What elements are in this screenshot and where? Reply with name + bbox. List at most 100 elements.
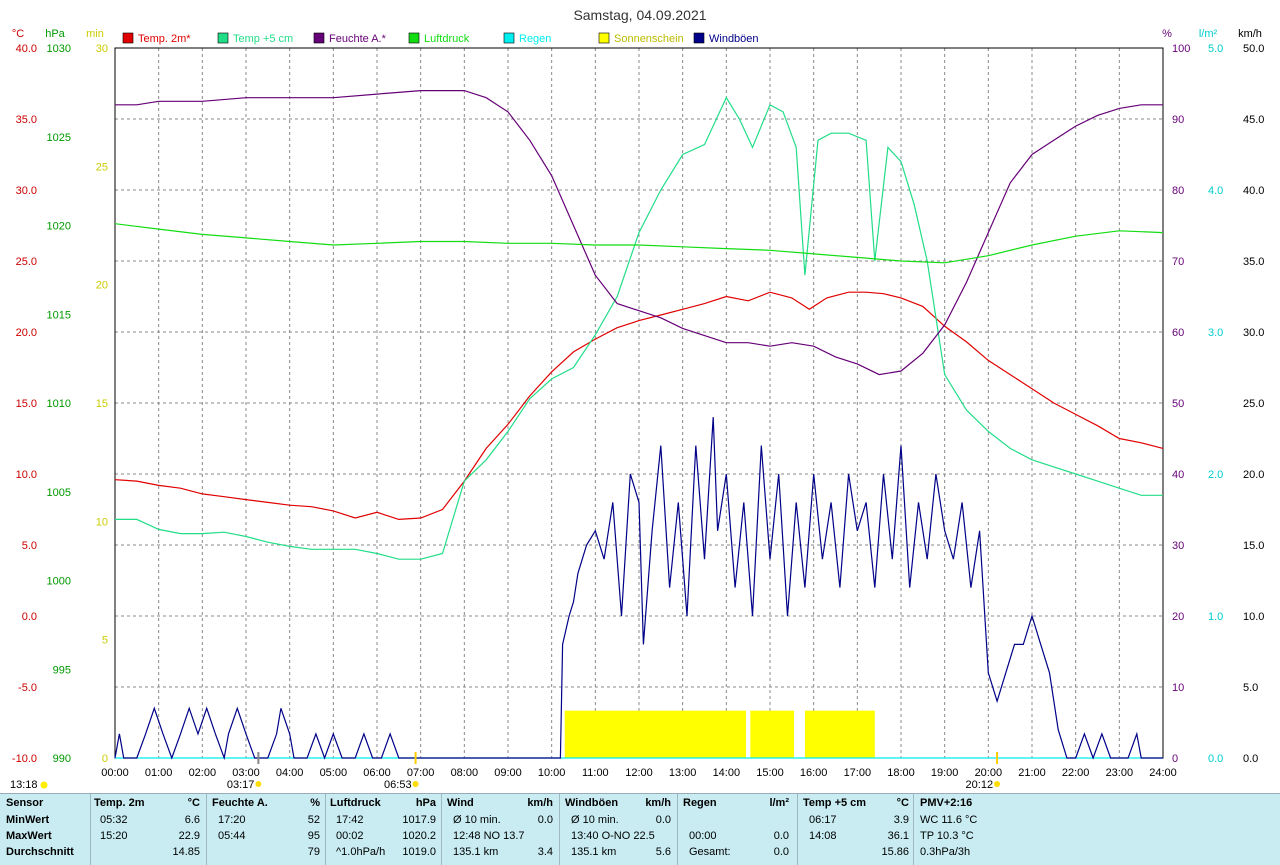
pressure-line <box>114 223 1164 264</box>
rain-tick-label: 2.0 <box>1208 469 1223 481</box>
celsius-tick-label: 25.0 <box>16 256 37 268</box>
stats-value: 0.0 <box>655 814 671 826</box>
min-tick-label: 30 <box>96 43 108 55</box>
time-tick-label: 24:00 <box>1149 767 1177 779</box>
legend-swatch <box>693 32 705 44</box>
time-tick-label: 18:00 <box>887 767 915 779</box>
legend-label: Temp. 2m* <box>138 33 191 45</box>
chart-lines <box>114 89 1164 761</box>
legend-swatch <box>217 32 229 44</box>
percent-tick-label: 50 <box>1172 398 1184 410</box>
kmh-tick-label: 25.0 <box>1243 398 1264 410</box>
stats-header: Sensor <box>6 797 44 809</box>
celsius-tick-label: 40.0 <box>16 43 37 55</box>
axis-unit-labels: °C hPa min% l/m² km/h <box>12 28 1262 40</box>
rain-tick-label: 3.0 <box>1208 327 1223 339</box>
stats-time: 05:44 <box>218 830 246 842</box>
stats-header: Wind <box>447 797 474 809</box>
hpa-tick-label: 1020 <box>47 221 71 233</box>
time-tick-label: 10:00 <box>538 767 566 779</box>
kmh-tick-label: 50.0 <box>1243 43 1264 55</box>
temp-5cm-line <box>115 96 1163 560</box>
time-tick-label: 17:00 <box>844 767 872 779</box>
stats-value: 22.9 <box>178 830 200 842</box>
time-tick-label: 07:00 <box>407 767 435 779</box>
time-tick-label: 05:00 <box>320 767 348 779</box>
chart-legend: Temp. 2m* Temp +5 cm Feuchte A.* Luftdruck R… <box>122 32 759 45</box>
sunrise-time: 06:53 <box>384 779 412 791</box>
time-tick-label: 21:00 <box>1018 767 1046 779</box>
stats-time: 13:40 O-NO 22.5 <box>571 830 655 842</box>
stats-time: ^1.0hPa/h <box>336 846 386 858</box>
moon-icon <box>40 781 48 789</box>
time-tick-label: 23:00 <box>1106 767 1134 779</box>
stats-header: Temp. 2m <box>94 797 145 809</box>
stats-unit: km/h <box>645 797 671 809</box>
stats-time: 14:08 <box>809 830 837 842</box>
rain-tick-label: 5.0 <box>1208 43 1223 55</box>
min-axis-label: min <box>86 28 104 40</box>
hpa-tick-label: 1010 <box>47 398 71 410</box>
celsius-tick-label: 10.0 <box>16 469 37 481</box>
stats-value: 95 <box>307 830 320 842</box>
min-tick-label: 25 <box>96 161 108 173</box>
chart-title: Samstag, 04.09.2021 <box>573 7 706 23</box>
legend-swatch <box>313 32 325 44</box>
time-tick-label: 19:00 <box>931 767 959 779</box>
stats-value: 5.6 <box>655 846 671 858</box>
legend-label: Windböen <box>709 33 759 45</box>
percent-tick-label: 40 <box>1172 469 1184 481</box>
stats-value: 1017.9 <box>402 814 436 826</box>
time-tick-label: 12:00 <box>625 767 653 779</box>
moonrise-time: 03:17 <box>227 779 255 791</box>
stats-header: Temp +5 cm <box>803 797 867 809</box>
stats-value <box>683 814 789 830</box>
stats-row-label: MaxWert <box>6 830 52 842</box>
stats-unit: km/h <box>527 797 553 809</box>
stats-wind: Wind km/h Ø 10 min. 0.0 12:48 NO 13.7 135.1 k… <box>447 794 553 865</box>
min-tick-label: 20 <box>96 280 108 292</box>
astro-icon <box>255 781 262 787</box>
kmh-tick-label: 15.0 <box>1243 540 1264 552</box>
stats-value <box>565 830 671 846</box>
stats-header: Feuchte A. <box>212 797 268 809</box>
stats-header: Regen <box>683 797 717 809</box>
celsius-axis-label: °C <box>12 28 24 40</box>
min-tick-label: 5 <box>102 635 108 647</box>
percent-tick-label: 60 <box>1172 327 1184 339</box>
axis-ticks: 40.0 35.0 30.0 25.0 20.0 15.0 10.0 5.0 0.0 -5.0 -1… <box>12 43 1265 779</box>
stats-rain: Regen l/m² 00:00 0.0 Gesamt: 0.0 <box>683 794 789 865</box>
percent-tick-label: 90 <box>1172 114 1184 126</box>
rain-tick-label: 4.0 <box>1208 185 1223 197</box>
celsius-tick-label: -5.0 <box>18 682 37 694</box>
min-tick-label: 15 <box>96 398 108 410</box>
percent-tick-label: 30 <box>1172 540 1184 552</box>
kmh-axis-label: km/h <box>1238 28 1262 40</box>
sunshine-bars <box>564 710 875 758</box>
temp-2m-line <box>114 291 1164 521</box>
kmh-tick-label: 0.0 <box>1243 753 1258 765</box>
stats-time: 17:20 <box>218 814 246 826</box>
stats-value: 15.86 <box>881 846 909 858</box>
time-tick-label: 08:00 <box>451 767 479 779</box>
min-tick-label: 0 <box>102 753 108 765</box>
moonset-time: 13:18 <box>10 779 38 791</box>
time-tick-label: 04:00 <box>276 767 304 779</box>
time-tick-label: 01:00 <box>145 767 173 779</box>
legend-swatch <box>598 32 610 44</box>
stats-time: 15:20 <box>100 830 128 842</box>
legend-swatch <box>503 32 515 44</box>
stats-row-label: MinWert <box>6 814 50 826</box>
stats-unit: °C <box>187 797 200 809</box>
stats-time: Ø 10 min. <box>453 814 501 826</box>
stats-pressure: Luftdruck hPa 17:42 1017.9 00:02 1020.2 ^1.0hP… <box>330 794 436 865</box>
humidity-line <box>115 89 1163 376</box>
stats-value: 52 <box>307 814 320 826</box>
stats-sensor: Sensor MinWert MaxWert Durchschnitt <box>6 794 86 865</box>
stats-value: 3.4 <box>537 846 553 858</box>
stats-header: Luftdruck <box>330 797 381 809</box>
time-tick-label: 03:00 <box>232 767 260 779</box>
stats-gusts: Windböen km/h Ø 10 min. 0.0 13:40 O-NO 22.5 1… <box>565 794 671 865</box>
kmh-tick-label: 40.0 <box>1243 185 1264 197</box>
stats-unit: % <box>310 797 320 809</box>
